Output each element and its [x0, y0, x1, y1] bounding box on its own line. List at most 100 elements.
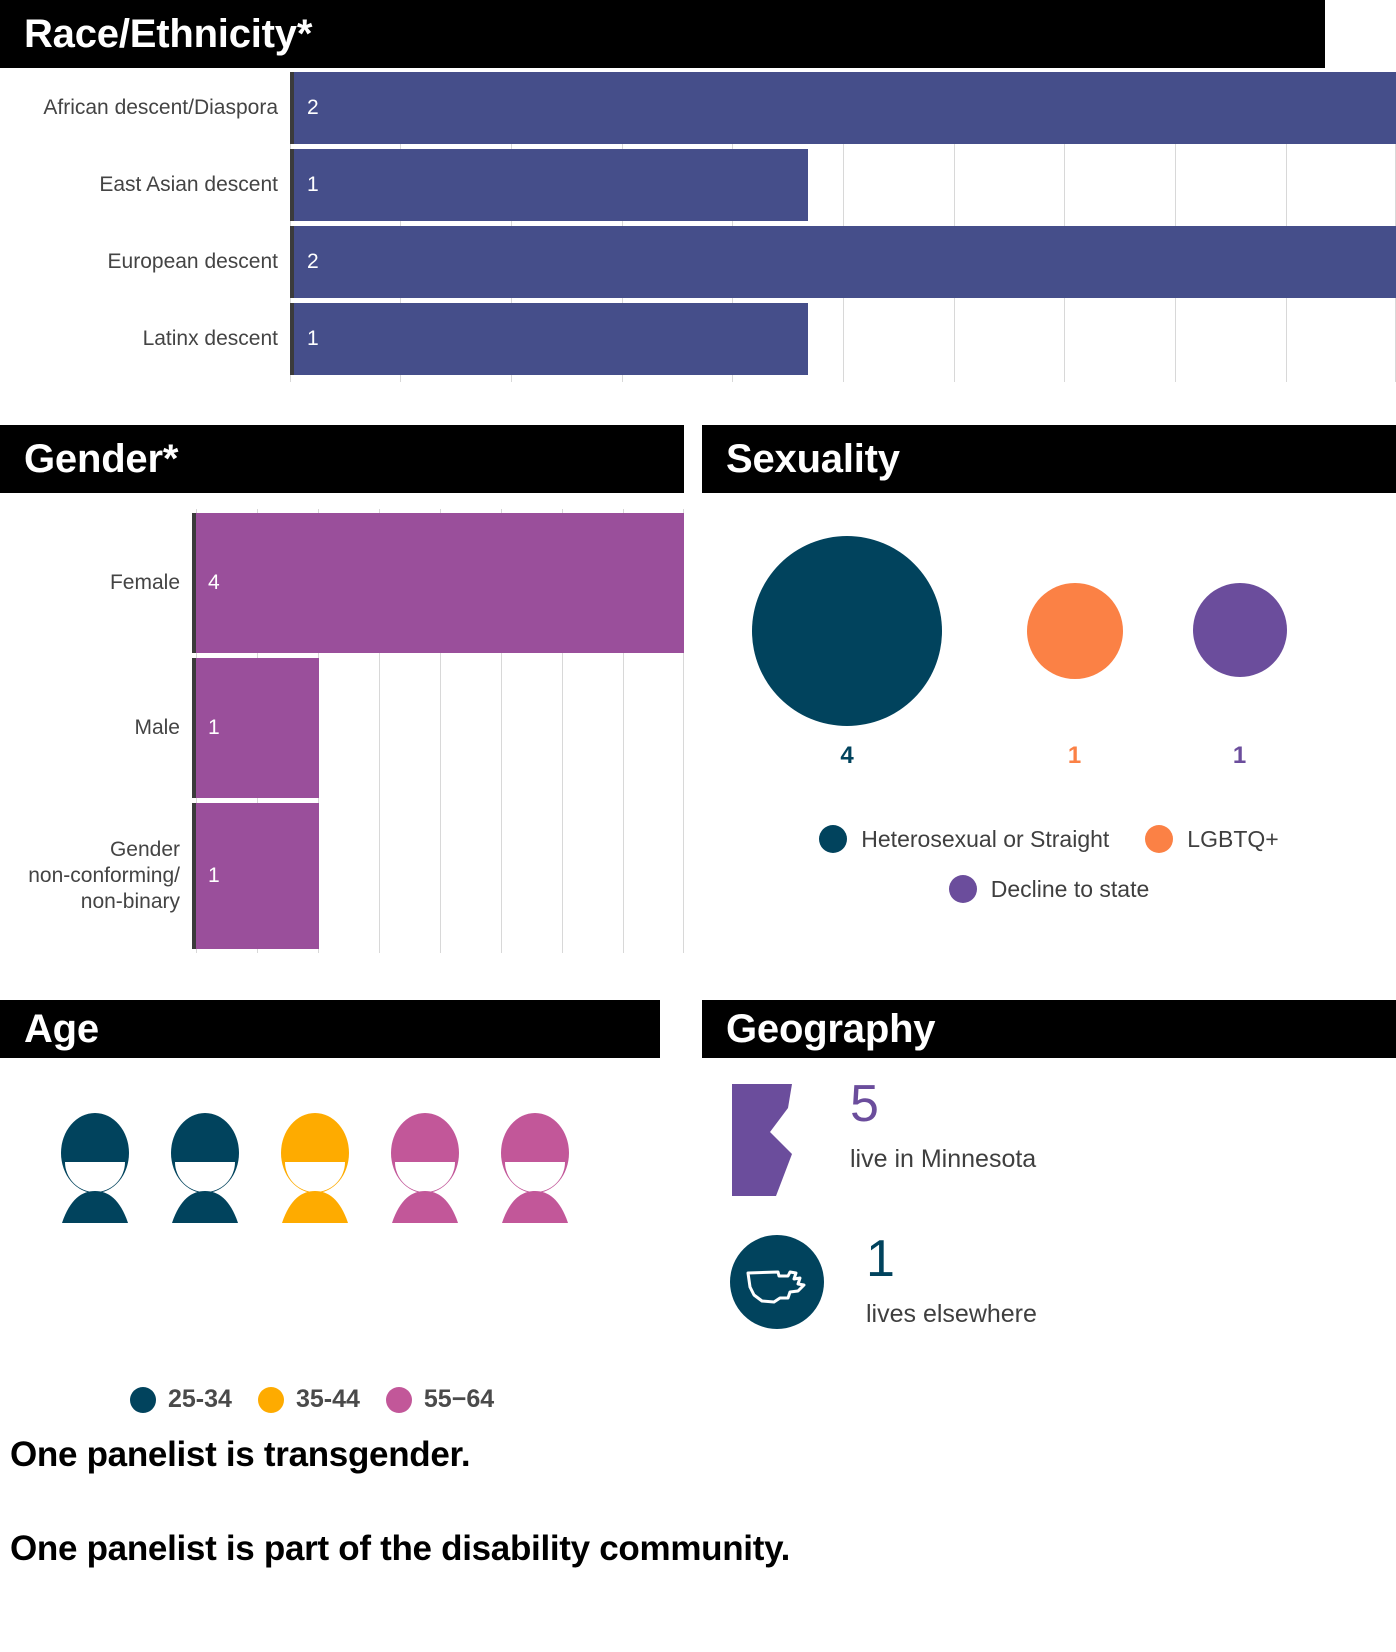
- person-icon: [150, 1105, 260, 1225]
- race-ethnicity-section: Race/Ethnicity* African descent/Diaspora…: [0, 0, 1396, 400]
- person-icon: [480, 1105, 590, 1225]
- sexuality-section: Sexuality 4 1 1 Heterosexual or Straight: [702, 425, 1396, 970]
- age-legend-label-25-34: 25-34: [168, 1385, 232, 1413]
- age-legend-dot-55-64-icon: [385, 1386, 412, 1413]
- sexuality-legend-row: Decline to state: [702, 875, 1396, 903]
- gender-category-label: Gender non-conforming/non-binary: [0, 803, 192, 949]
- bubble-group-decline: 1: [1157, 583, 1322, 770]
- race-row: Latinx descent 1: [0, 303, 1396, 375]
- gender-plot-area: 1: [192, 658, 684, 798]
- race-row: East Asian descent 1: [0, 149, 1396, 221]
- geography-elsewhere-count: 1: [866, 1230, 895, 1288]
- person-icon: [40, 1105, 150, 1225]
- geography-minnesota-text: 5 live in Minnesota: [850, 1078, 1037, 1174]
- geography-title: Geography: [726, 1007, 936, 1051]
- sexuality-legend-row: Heterosexual or Straight LGBTQ+: [702, 825, 1396, 853]
- gender-category-label: Female: [109, 570, 180, 594]
- race-category-label: European descent: [107, 250, 278, 273]
- race-bar-value: 2: [307, 96, 319, 119]
- sexuality-header: Sexuality: [702, 425, 1396, 493]
- bubble-value-decline: 1: [1232, 742, 1247, 769]
- race-bar: 2: [294, 226, 1396, 298]
- gender-chart: Female 4 Male 1 Gender non-conforming/no: [0, 509, 684, 953]
- gender-title: Gender*: [24, 437, 179, 481]
- race-category-label: East Asian descent: [99, 173, 278, 196]
- age-legend-item-35-44[interactable]: 35-44: [257, 1385, 360, 1414]
- race-ethnicity-title: Race/Ethnicity*: [24, 12, 313, 56]
- geography-section: Geography 5 live in Minnesota 1: [702, 1000, 1396, 1400]
- geography-elsewhere-block: 1 lives elsewhere: [730, 1230, 1037, 1334]
- race-row: African descent/Diaspora 2: [0, 72, 1396, 144]
- gender-bar-value: 1: [208, 864, 220, 887]
- age-legend-dot-35-44-icon: [257, 1386, 284, 1413]
- race-bar: 1: [294, 149, 808, 221]
- race-bar: 1: [294, 303, 808, 375]
- gender-bar-value: 1: [208, 716, 220, 739]
- footnote-disability: One panelist is part of the disability c…: [10, 1529, 791, 1568]
- legend-item-decline[interactable]: Decline to state: [948, 875, 1150, 903]
- bubble-group-lgbtq: 1: [992, 583, 1157, 770]
- bubble-decline-icon: [1192, 583, 1287, 677]
- footnotes: One panelist is transgender. One panelis…: [10, 1435, 1390, 1623]
- age-pictogram: [40, 1105, 590, 1225]
- legend-label-decline: Decline to state: [990, 875, 1150, 902]
- sexuality-legend: Heterosexual or Straight LGBTQ+ Decline …: [702, 825, 1396, 925]
- gender-plot-area: 4: [192, 513, 684, 653]
- geography-minnesota-block: 5 live in Minnesota: [730, 1078, 1037, 1205]
- gender-bar: 4: [196, 513, 684, 653]
- gender-section: Gender* Female 4: [0, 425, 684, 970]
- gender-bar: 1: [196, 803, 319, 949]
- age-legend-dot-25-34-icon: [130, 1386, 156, 1413]
- race-row: European descent 2: [0, 226, 1396, 298]
- gender-row: Gender non-conforming/non-binary 1: [0, 803, 684, 949]
- person-icon: [370, 1105, 480, 1225]
- race-plot-area: 2: [290, 72, 1396, 144]
- legend-dot-heterosexual-icon: [819, 825, 848, 853]
- gender-row: Female 4: [0, 513, 684, 653]
- age-legend-item-25-34[interactable]: 25-34: [130, 1385, 232, 1414]
- geography-elsewhere-label: lives elsewhere: [866, 1300, 1037, 1329]
- usa-map-circle-icon: [730, 1235, 824, 1334]
- legend-dot-decline-icon: [948, 875, 977, 903]
- race-plot-area: 1: [290, 303, 1396, 375]
- gender-row: Male 1: [0, 658, 684, 798]
- gender-bar: 1: [196, 658, 319, 798]
- race-plot-area: 2: [290, 226, 1396, 298]
- age-section: Age: [0, 1000, 660, 1420]
- race-category-label: African descent/Diaspora: [43, 96, 278, 119]
- gender-category-label: Male: [134, 715, 180, 739]
- age-legend-label-55-64: 55−64: [423, 1385, 495, 1413]
- geography-header: Geography: [702, 1000, 1396, 1058]
- bubble-group-heterosexual: 4: [702, 536, 992, 770]
- legend-label-heterosexual: Heterosexual or Straight: [861, 825, 1110, 852]
- bubble-value-lgbtq: 1: [1067, 742, 1082, 769]
- sexuality-title: Sexuality: [726, 437, 900, 481]
- bubble-lgbtq-icon: [1026, 583, 1123, 679]
- minnesota-state-icon: [730, 1080, 808, 1205]
- gender-bar-value: 4: [208, 571, 220, 594]
- race-category-label: Latinx descent: [142, 327, 278, 350]
- age-legend-label-35-44: 35-44: [295, 1385, 360, 1413]
- legend-item-lgbtq[interactable]: LGBTQ+: [1145, 825, 1279, 853]
- legend-item-heterosexual[interactable]: Heterosexual or Straight: [819, 825, 1109, 853]
- bubble-heterosexual-icon: [752, 536, 942, 726]
- geography-minnesota-label: live in Minnesota: [850, 1145, 1037, 1174]
- race-ethnicity-header: Race/Ethnicity*: [0, 0, 1325, 68]
- race-bar: 2: [294, 72, 1396, 144]
- age-legend-item-55-64[interactable]: 55−64: [385, 1385, 495, 1414]
- person-icon: [260, 1105, 370, 1225]
- geography-elsewhere-text: 1 lives elsewhere: [866, 1230, 1037, 1329]
- gender-header: Gender*: [0, 425, 684, 493]
- sexuality-bubble-chart: 4 1 1: [702, 520, 1396, 770]
- gender-category-label-text: Gender non-conforming/non-binary: [28, 837, 180, 914]
- age-header: Age: [0, 1000, 660, 1058]
- race-bar-value: 1: [307, 173, 319, 196]
- age-title: Age: [24, 1007, 99, 1051]
- race-ethnicity-chart: African descent/Diaspora 2 East Asian de…: [0, 72, 1396, 382]
- race-plot-area: 1: [290, 149, 1396, 221]
- race-bar-value: 1: [307, 327, 319, 350]
- race-bar-value: 2: [307, 250, 319, 273]
- gender-plot-area: 1: [192, 803, 684, 949]
- legend-label-lgbtq: LGBTQ+: [1187, 825, 1279, 852]
